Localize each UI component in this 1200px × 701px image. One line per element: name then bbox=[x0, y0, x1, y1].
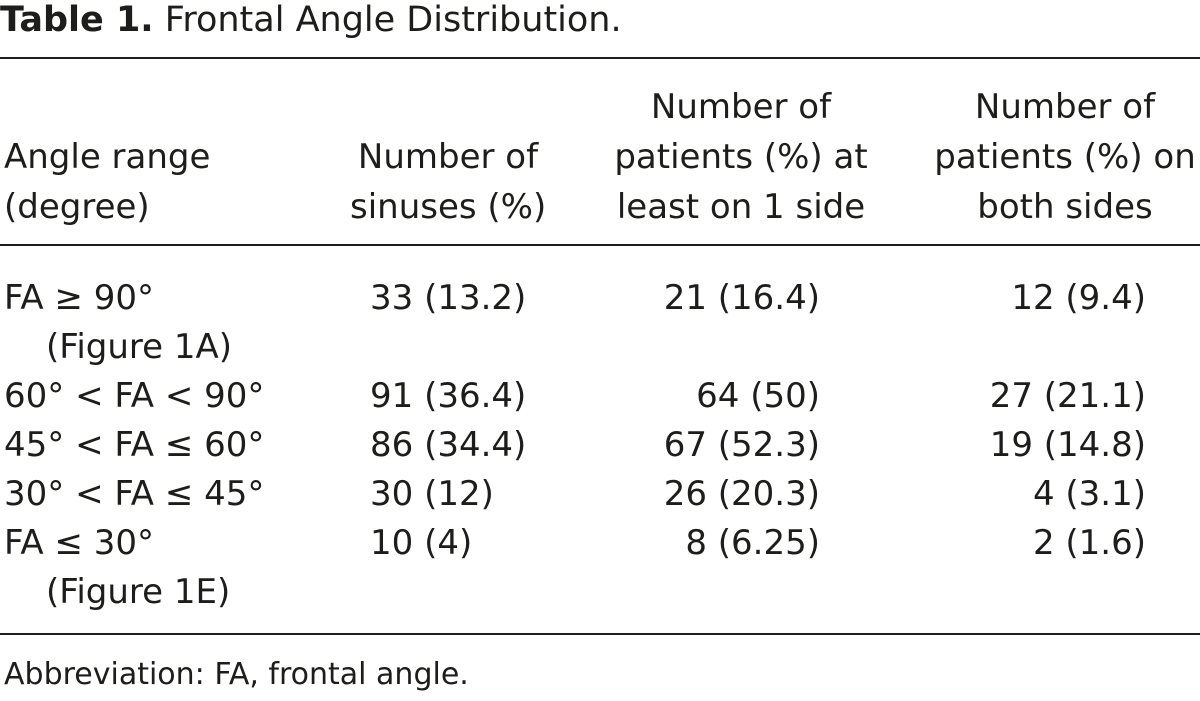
cell-angle-range: FA ≥ 90° bbox=[4, 278, 155, 318]
cell-sinuses: 10 (4) bbox=[370, 523, 473, 563]
cell-patients-one-side: 26 (20.3) bbox=[663, 474, 820, 514]
table-title: Table 1. Frontal Angle Distribution. bbox=[0, 0, 622, 44]
cell-patients-both-sides: 4 (3.1) bbox=[1032, 474, 1146, 514]
column-header-patients-one-side: Number of patients (%) at least on 1 sid… bbox=[614, 87, 868, 227]
cell-angle-range: 45° < FA ≤ 60° bbox=[4, 425, 265, 465]
cell-patients-one-side: 8 (6.25) bbox=[685, 523, 820, 563]
cell-angle-range: 30° < FA ≤ 45° bbox=[4, 474, 265, 514]
cell-patients-one-side: 64 (50) bbox=[696, 376, 820, 416]
cell-patients-both-sides: 27 (21.1) bbox=[989, 376, 1146, 416]
cell-patients-one-side: 21 (16.4) bbox=[663, 278, 820, 318]
cell-sinuses: 91 (36.4) bbox=[370, 376, 527, 416]
cell-angle-range-note: (Figure 1A) bbox=[46, 327, 233, 367]
cell-sinuses: 33 (13.2) bbox=[370, 278, 527, 318]
cell-sinuses: 86 (34.4) bbox=[370, 425, 527, 465]
cell-angle-range-note: (Figure 1E) bbox=[46, 572, 231, 612]
column-header-sinuses: Number of sinuses (%) bbox=[350, 137, 547, 227]
cell-patients-both-sides: 2 (1.6) bbox=[1032, 523, 1146, 563]
cell-patients-both-sides: 12 (9.4) bbox=[1011, 278, 1146, 318]
table-caption: Frontal Angle Distribution. bbox=[164, 0, 622, 40]
header-rule bbox=[0, 244, 1200, 246]
top-rule bbox=[0, 57, 1200, 59]
bottom-rule bbox=[0, 633, 1200, 635]
table-footnote: Abbreviation: FA, frontal angle. bbox=[4, 657, 469, 692]
cell-sinuses: 30 (12) bbox=[370, 474, 494, 514]
column-header-angle-range: Angle range (degree) bbox=[4, 137, 211, 227]
cell-angle-range: FA ≤ 30° bbox=[4, 523, 155, 563]
cell-angle-range: 60° < FA < 90° bbox=[4, 376, 265, 416]
column-header-patients-both-sides: Number of patients (%) on both sides bbox=[934, 87, 1196, 227]
table-label: Table 1. bbox=[0, 0, 154, 40]
cell-patients-both-sides: 19 (14.8) bbox=[989, 425, 1146, 465]
cell-patients-one-side: 67 (52.3) bbox=[663, 425, 820, 465]
